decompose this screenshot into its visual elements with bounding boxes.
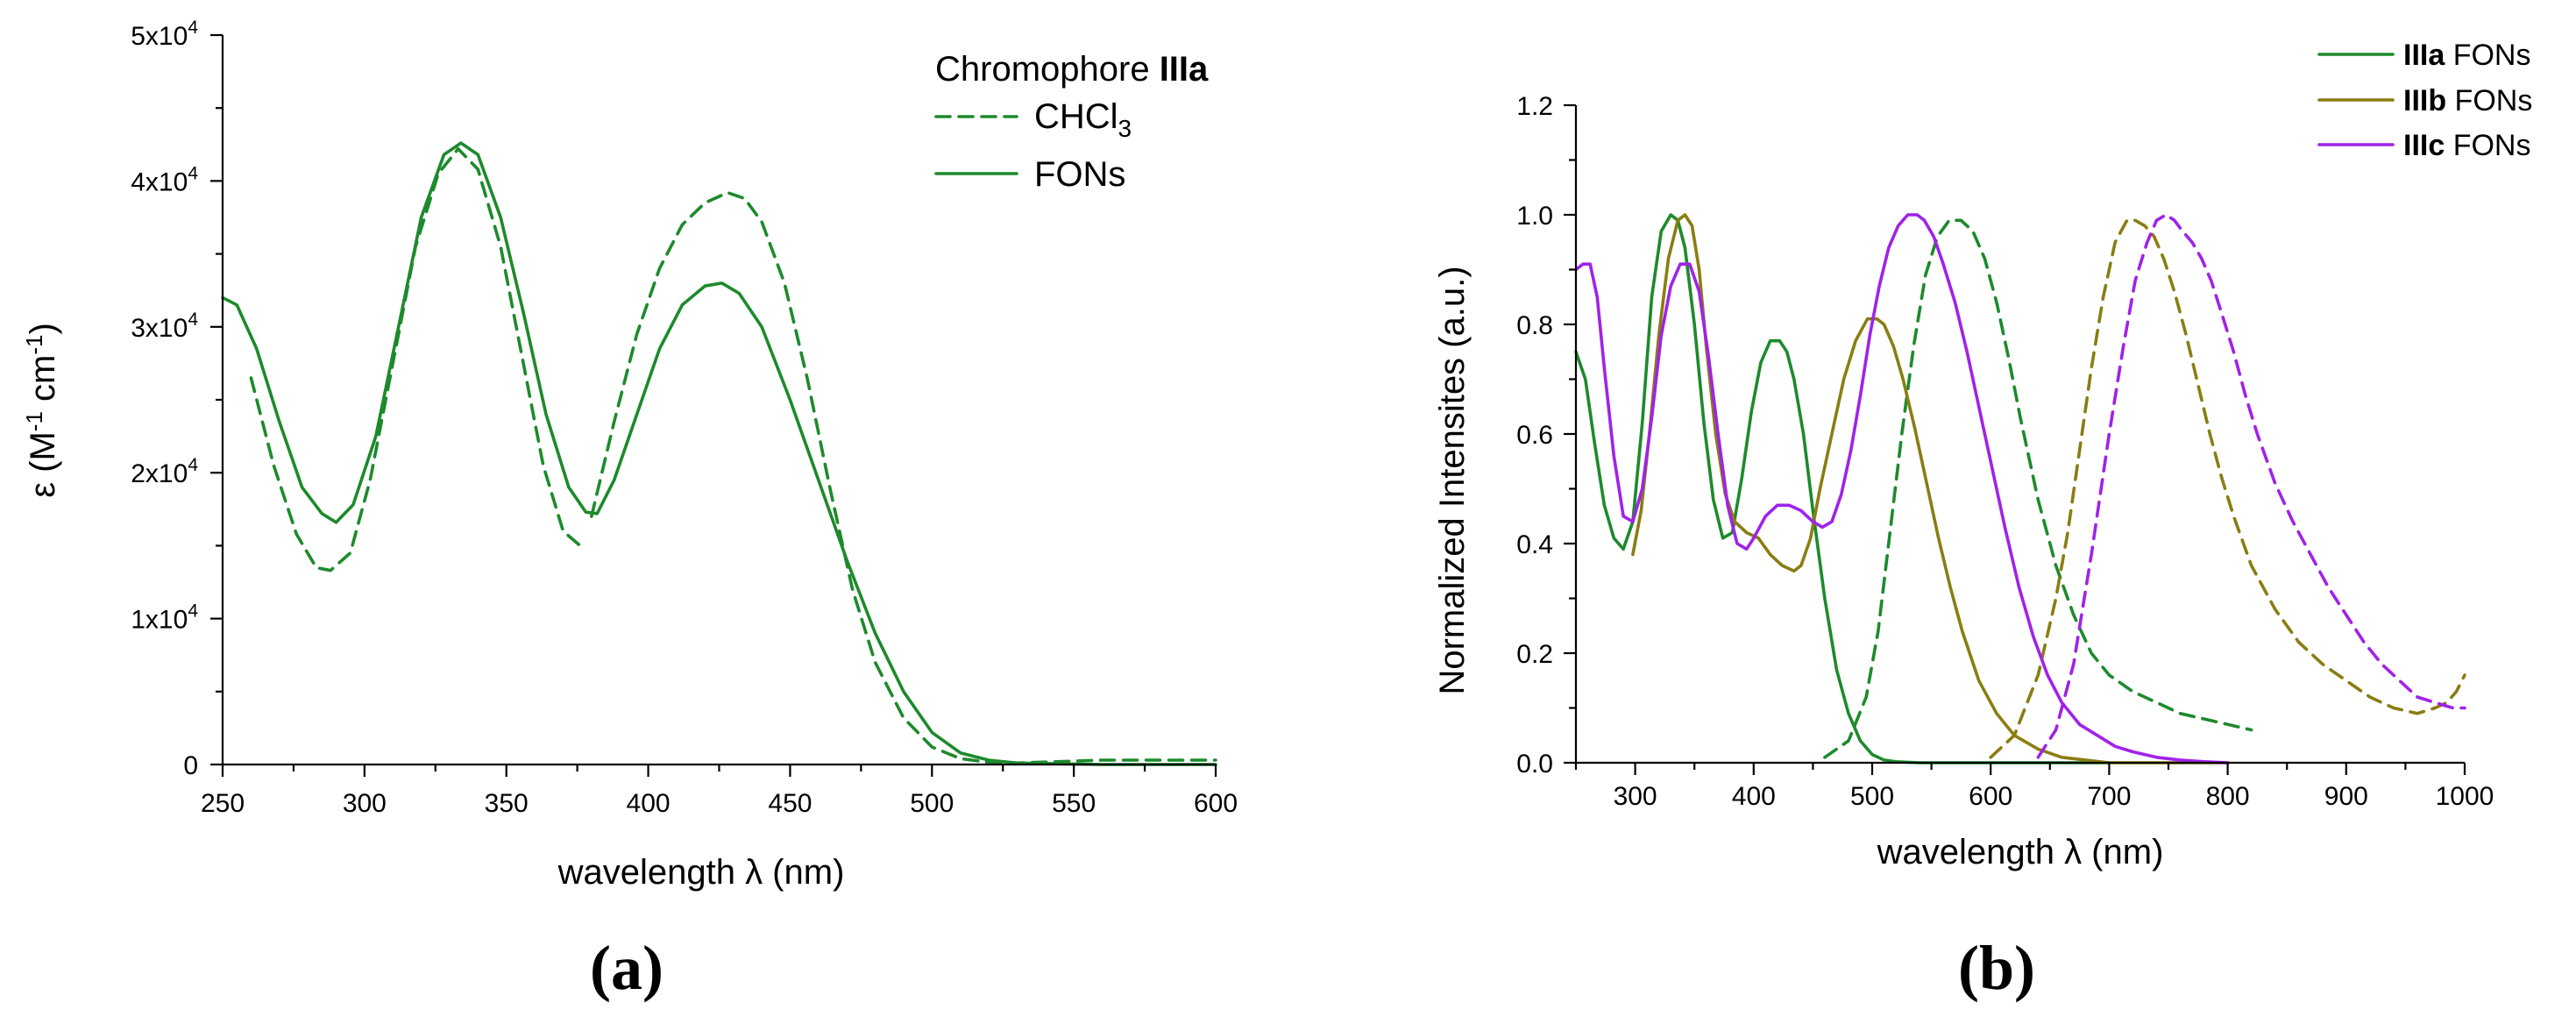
panel-b-x-ticks: 300 400 500 600 700 800 900 1000 — [1574, 763, 2494, 811]
panel-b-y-tick-label: 1.2 — [1516, 92, 1553, 121]
panel-a-chart: 250 300 350 400 450 500 550 600 0 1x104 2x104 3x10… — [21, 18, 1238, 1003]
panel-b-series-line-3 — [1989, 218, 2466, 759]
panel-a-legend-title: Chromophore IIIa — [935, 50, 1209, 89]
panel-a-label: (a) — [590, 933, 664, 1003]
panel-a-axes — [221, 35, 1216, 766]
panel-a-y-tick-label: 4x104 — [131, 163, 198, 196]
panel-a-legend: Chromophore IIIa CHCl3 FONs — [934, 50, 1209, 194]
panel-b-series-line-4 — [1574, 213, 2230, 765]
panel-a-series-line-1 — [589, 190, 1217, 765]
panel-b-y-tick-label: 0.8 — [1516, 311, 1553, 340]
panel-a-legend-label-chcl3: CHCl3 — [1034, 97, 1132, 142]
panel-b-y-tick-label: 1.0 — [1516, 202, 1553, 231]
panel-a-x-tick-label: 550 — [1052, 789, 1096, 818]
panel-b-y-axis-title: Normalized Intensites (a.u.) — [1433, 266, 1472, 694]
panel-b-series-line-1 — [1823, 218, 2253, 759]
panel-b-series-line-5 — [2036, 213, 2466, 759]
panel-a-x-tick-label: 600 — [1194, 789, 1238, 818]
panel-a-x-axis-title: wavelength λ (nm) — [557, 853, 845, 892]
panel-b-legend: IIIa FONs IIIb FONs IIIc FONs — [2317, 39, 2532, 162]
panel-a-x-tick-label: 350 — [485, 789, 529, 818]
panel-b-x-axis-title: wavelength λ (nm) — [1877, 833, 2164, 871]
panel-a-x-tick-label: 250 — [201, 789, 245, 818]
panel-b-x-tick-label: 400 — [1732, 782, 1776, 811]
panel-b-x-tick-label: 900 — [2324, 782, 2368, 811]
panel-b-legend-label-iiic: IIIc FONs — [2403, 129, 2530, 162]
panel-a-series-line-2 — [221, 141, 1217, 766]
panel-b-series-line-2 — [1631, 213, 2230, 765]
panel-b-x-tick-label: 300 — [1614, 782, 1657, 811]
panel-b-axes — [1574, 105, 2465, 765]
panel-b-x-tick-label: 1000 — [2436, 782, 2494, 811]
panel-a-x-tick-label: 450 — [768, 789, 812, 818]
panel-a-series-group — [221, 141, 1217, 766]
panel-b-series-group — [1574, 213, 2466, 765]
panel-a-y-tick-label: 2x104 — [131, 455, 198, 488]
panel-a-x-tick-label: 400 — [627, 789, 671, 818]
panel-a-y-tick-label: 5x104 — [131, 18, 198, 51]
panel-b-y-tick-label: 0.2 — [1516, 640, 1553, 669]
panel-a-x-tick-label: 500 — [910, 789, 954, 818]
panel-b-x-tick-label: 800 — [2206, 782, 2250, 811]
panel-b-series-line-0 — [1574, 213, 2111, 765]
panel-a-x-ticks: 250 300 350 400 450 500 550 600 — [201, 765, 1238, 818]
panel-a-y-tick-label: 1x104 — [131, 601, 198, 635]
panel-a-series-line-0 — [249, 147, 582, 573]
panel-b-x-tick-label: 600 — [1969, 782, 2012, 811]
panel-b-chart: 300 400 500 600 700 800 900 1000 0.00.20.40.60.… — [1433, 39, 2532, 1003]
panel-b-y-ticks: 0.0 0.2 0.4 0.6 0.8 1.0 1.2 — [1516, 92, 1576, 779]
panel-b-y-tick-label: 0.4 — [1516, 530, 1553, 559]
panel-a-legend-label-fons: FONs — [1034, 155, 1125, 194]
panel-b-x-tick-label: 700 — [2087, 782, 2131, 811]
panel-b-legend-label-iiia: IIIa FONs — [2403, 39, 2530, 72]
panel-b-y-tick-label: 0.6 — [1516, 421, 1553, 450]
panel-a-y-ticks: 0 1x104 2x104 3x104 4x104 5x104 — [131, 18, 223, 780]
panel-a-x-tick-label: 300 — [343, 789, 387, 818]
panel-a-y-axis-title: ε (M-1 cm-1) — [21, 323, 62, 498]
panel-b-x-tick-label: 500 — [1850, 782, 1894, 811]
panel-a-y-tick-label: 0 — [183, 751, 198, 780]
panel-a-y-tick-label: 3x104 — [131, 309, 198, 343]
panel-b-legend-label-iiib: IIIb FONs — [2403, 84, 2532, 117]
panel-b-y-tick-label: 0.0 — [1516, 750, 1553, 779]
panel-b-label: (b) — [1958, 933, 2035, 1003]
